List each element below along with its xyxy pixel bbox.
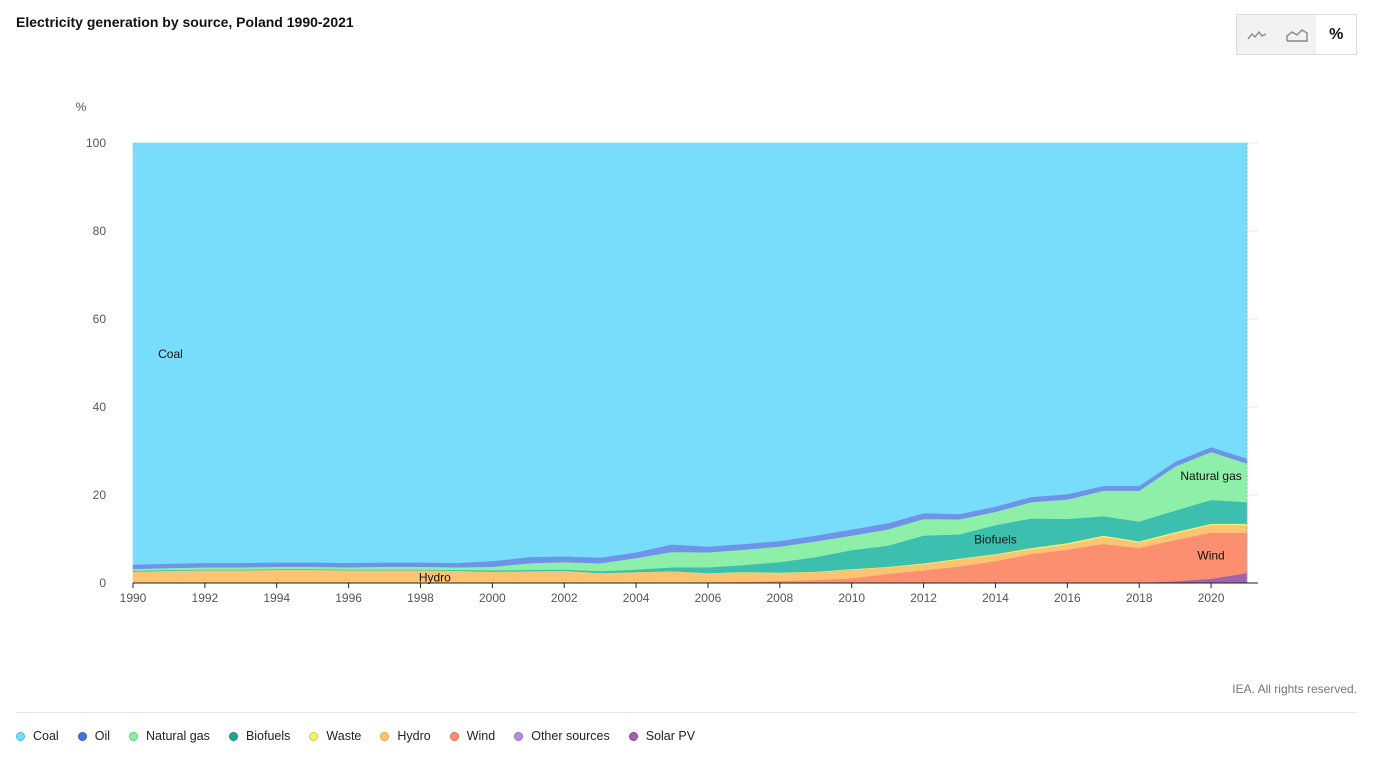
x-tick-label: 2014 [982, 591, 1009, 605]
x-tick-label: 2000 [479, 591, 506, 605]
legend-item-coal[interactable]: Coal [16, 729, 59, 743]
legend-item-waste[interactable]: Waste [309, 729, 361, 743]
legend-item-biofuels[interactable]: Biofuels [228, 729, 291, 743]
y-tick-label: 40 [93, 400, 107, 414]
legend-item-hydro[interactable]: Hydro [380, 729, 431, 743]
legend-item-oil[interactable]: Oil [77, 729, 110, 743]
x-tick-label: 1992 [192, 591, 219, 605]
percent-icon: % [1329, 25, 1344, 43]
area-layer [132, 142, 1248, 584]
area-view-button[interactable] [1277, 15, 1317, 54]
legend-swatch [228, 731, 238, 741]
legend-label: Solar PV [645, 729, 696, 743]
percent-view-button[interactable]: % [1316, 15, 1357, 54]
area-coal[interactable] [132, 142, 1248, 565]
legend-swatch [77, 731, 87, 741]
legend-swatch [309, 731, 319, 741]
x-tick-label: 1998 [407, 591, 434, 605]
line-chart-icon [1247, 30, 1267, 39]
legend-swatch [380, 731, 390, 741]
legend-label: Biofuels [245, 729, 291, 743]
legend-swatch [129, 731, 138, 741]
x-tick-label: 1996 [335, 591, 362, 605]
y-tick-label: 80 [93, 224, 107, 238]
label-layer: Coal Hydro Biofuels Natural gas Wind [158, 347, 1242, 584]
area-label-hydro: Hydro [419, 570, 451, 584]
legend-label: Oil [94, 729, 110, 743]
y-tick-label: 0 [99, 576, 106, 590]
legend-swatch [628, 731, 638, 741]
legend-divider [16, 712, 1357, 713]
legend-swatch [16, 731, 25, 741]
x-tick-label: 2012 [910, 591, 937, 605]
source-note: IEA. All rights reserved. [1232, 682, 1357, 696]
legend-label: Natural gas [146, 729, 210, 743]
area-label-wind: Wind [1197, 549, 1224, 563]
axis-layer: 0 20 40 60 80 100 1990 1992 1994 1996 1998 2000 2002… [86, 136, 1258, 605]
legend-label: Hydro [397, 729, 431, 743]
y-tick-label: 60 [93, 312, 107, 326]
area-chart-icon [1285, 28, 1308, 42]
x-tick-label: 1990 [120, 591, 147, 605]
legend-label: Wind [466, 729, 496, 743]
legend-item-solar-pv[interactable]: Solar PV [628, 729, 696, 743]
legend-item-natural-gas[interactable]: Natural gas [129, 729, 210, 743]
area-label-natural-gas: Natural gas [1180, 469, 1241, 483]
x-tick-label: 2006 [695, 591, 722, 605]
stacked-area-chart: % 0 20 40 60 80 100 1990 1992 1994 1996 1998 2000 20… [76, 100, 1258, 605]
legend-swatch [449, 731, 459, 741]
area-label-coal: Coal [158, 347, 183, 361]
x-tick-label: 2002 [551, 591, 578, 605]
chart-title: Electricity generation by source, Poland… [16, 14, 354, 30]
y-tick-label: 20 [93, 488, 107, 502]
legend-swatch [514, 731, 524, 741]
line-view-button[interactable] [1237, 15, 1277, 54]
legend-item-wind[interactable]: Wind [449, 729, 496, 743]
y-tick-label: 100 [86, 136, 106, 150]
legend: Coal Oil Natural gas Biofuels Waste Hydro Wind… [16, 729, 714, 743]
x-tick-label: 1994 [263, 591, 290, 605]
x-tick-label: 2018 [1126, 591, 1153, 605]
legend-label: Other sources [531, 729, 610, 743]
legend-label: Waste [326, 729, 362, 743]
x-tick-label: 2010 [838, 591, 865, 605]
area-label-biofuels: Biofuels [974, 532, 1017, 546]
x-tick-label: 2004 [623, 591, 650, 605]
x-tick-label: 2016 [1054, 591, 1081, 605]
view-toggle: % [1236, 14, 1357, 55]
x-tick-label: 2020 [1198, 591, 1225, 605]
y-axis-label: % [76, 100, 87, 114]
x-tick-label: 2008 [766, 591, 793, 605]
legend-item-other-sources[interactable]: Other sources [514, 729, 610, 743]
legend-label: Coal [33, 729, 59, 743]
